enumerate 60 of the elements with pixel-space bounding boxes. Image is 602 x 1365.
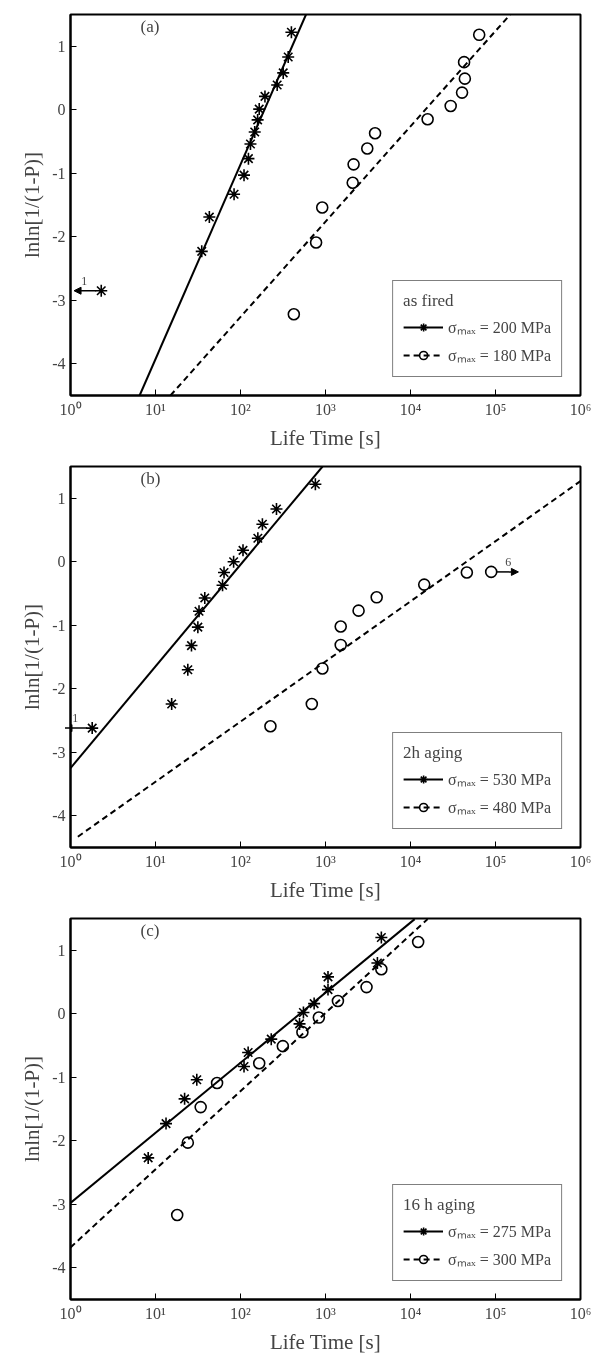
y-axis-title: lnln[1/(1-P)] xyxy=(20,1055,45,1163)
x-axis-title: Life Time [s] xyxy=(269,877,381,902)
y-tick-label: -2 xyxy=(52,680,66,698)
x-tick-label: 10³ xyxy=(315,1304,337,1322)
x-axis-title: Life Time [s] xyxy=(269,1329,381,1354)
y-tick-label: -3 xyxy=(52,1195,66,1213)
legend-title: as fired xyxy=(403,291,455,311)
legend-title: 2h aging xyxy=(403,743,464,763)
x-tick-label: 10³ xyxy=(315,852,337,870)
legend-title: 16 h aging xyxy=(403,1195,476,1215)
annotation: (a) xyxy=(140,16,160,36)
y-axis-title: lnln[1/(1-P)] xyxy=(20,151,45,259)
legend-label: σₘₐₓ = 300 MPa xyxy=(448,1250,551,1270)
x-tick-label: 10³ xyxy=(315,400,337,418)
x-tick-label: 10¹ xyxy=(145,1304,167,1322)
annotation: (b) xyxy=(140,468,161,488)
y-tick-label: -4 xyxy=(52,1259,66,1277)
y-tick-label: -1 xyxy=(52,616,66,634)
y-tick-label: -1 xyxy=(52,1068,66,1086)
x-tick-label: 10⁰ xyxy=(59,1304,82,1322)
x-tick-label: 10² xyxy=(230,852,252,870)
y-tick-label: 1 xyxy=(57,941,66,959)
y-tick-label: 1 xyxy=(57,37,66,55)
x-tick-label: 10¹ xyxy=(145,852,167,870)
x-tick-label: 10⁰ xyxy=(59,400,82,418)
y-tick-label: 0 xyxy=(57,1005,66,1023)
x-tick-label: 10⁰ xyxy=(59,852,82,870)
annotation: (c) xyxy=(140,920,160,940)
x-tick-label: 10⁶ xyxy=(569,1304,592,1322)
y-tick-label: 0 xyxy=(57,553,66,571)
x-tick-label: 10⁵ xyxy=(484,852,507,870)
annotation: 1 xyxy=(81,273,88,288)
x-tick-label: 10⁶ xyxy=(569,400,592,418)
x-tick-label: 10⁴ xyxy=(399,400,422,418)
annotation: 6 xyxy=(505,554,512,569)
x-tick-label: 10⁵ xyxy=(484,1304,507,1322)
legend-label: σₘₐₓ = 530 MPa xyxy=(448,770,551,790)
x-tick-label: 10⁴ xyxy=(399,1304,422,1322)
y-tick-label: -4 xyxy=(52,355,66,373)
y-axis-title: lnln[1/(1-P)] xyxy=(20,603,45,711)
x-axis-title: Life Time [s] xyxy=(269,425,381,450)
x-tick-label: 10⁵ xyxy=(484,400,507,418)
legend-label: σₘₐₓ = 180 MPa xyxy=(448,346,551,366)
y-tick-label: 1 xyxy=(57,489,66,507)
y-tick-label: -3 xyxy=(52,291,66,309)
annotation: 1 xyxy=(72,711,79,726)
x-tick-label: 10² xyxy=(230,1304,252,1322)
y-tick-label: 0 xyxy=(57,101,66,119)
x-tick-label: 10⁶ xyxy=(569,852,592,870)
legend-label: σₘₐₓ = 275 MPa xyxy=(448,1222,551,1242)
y-tick-label: -2 xyxy=(52,1132,66,1150)
legend-label: σₘₐₓ = 200 MPa xyxy=(448,318,551,338)
x-tick-label: 10¹ xyxy=(145,400,167,418)
legend-label: σₘₐₓ = 480 MPa xyxy=(448,798,551,818)
y-tick-label: -2 xyxy=(52,228,66,246)
y-tick-label: -3 xyxy=(52,743,66,761)
x-tick-label: 10² xyxy=(230,400,252,418)
y-tick-label: -1 xyxy=(52,164,66,182)
y-tick-label: -4 xyxy=(52,807,66,825)
x-tick-label: 10⁴ xyxy=(399,852,422,870)
